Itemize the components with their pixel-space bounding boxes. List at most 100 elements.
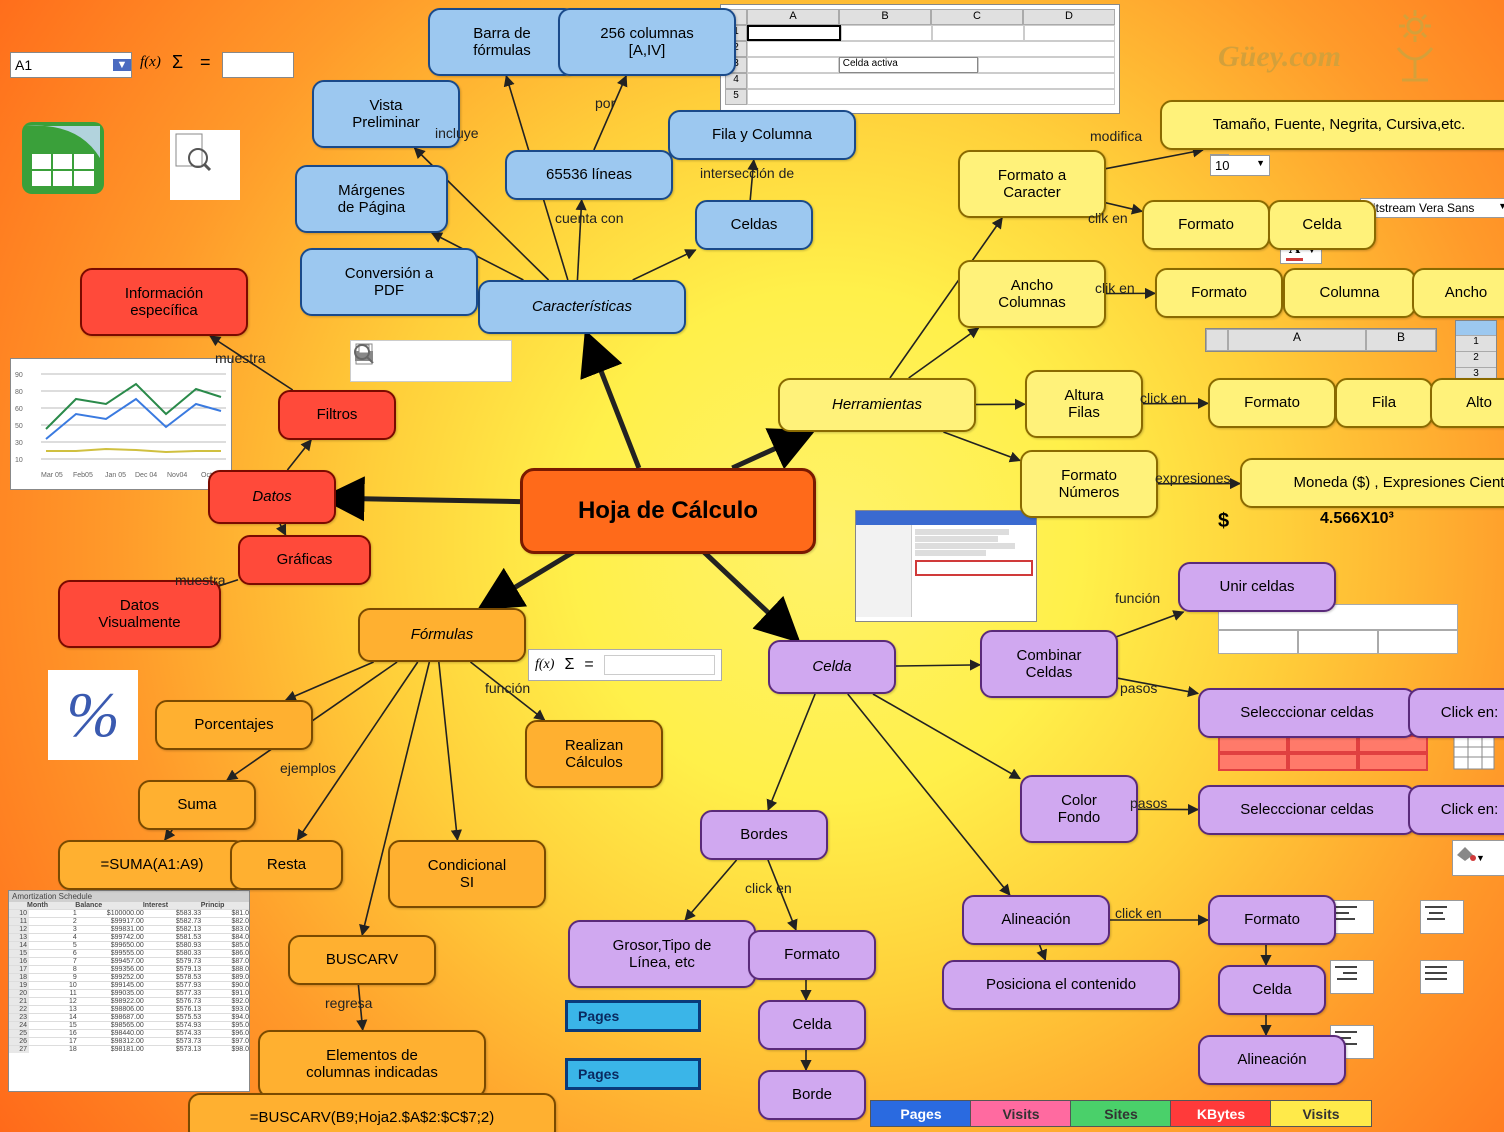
- dropdown-icon: ▼: [113, 59, 131, 71]
- node-suma_f: =SUMA(A1:A9): [58, 840, 246, 890]
- node-alin_p: Alineación: [1198, 1035, 1346, 1085]
- svg-text:PDF: PDF: [359, 356, 371, 362]
- edge-label: cuenta con: [555, 210, 624, 226]
- node-suma: Suma: [138, 780, 256, 830]
- red-table-deco: [1218, 735, 1428, 775]
- ab-cols-deco: A B: [1205, 328, 1437, 352]
- font-ui: N C S 10▼: [1210, 150, 1500, 180]
- node-fila_columna: Fila y Columna: [668, 110, 856, 160]
- pages-button-1[interactable]: Pages: [565, 1000, 701, 1032]
- edge-label: clik en: [1095, 280, 1135, 296]
- cellref-value: A1: [11, 57, 113, 73]
- formula-bar-mid: f(x) Σ =: [528, 649, 722, 681]
- node-alto_y: Alto: [1430, 378, 1504, 428]
- pages-button-2[interactable]: Pages: [565, 1058, 701, 1090]
- node-caracteristicas: Características: [478, 280, 686, 334]
- cellref-dropdown[interactable]: A1 ▼: [10, 52, 132, 78]
- node-barra_formulas: Barra defórmulas: [428, 8, 576, 76]
- node-combinar: CombinarCeldas: [980, 630, 1118, 698]
- preview-icon: [170, 130, 240, 200]
- align-left-icon[interactable]: [1330, 900, 1374, 934]
- node-click1: Click en:: [1408, 688, 1504, 738]
- align-justify-icon[interactable]: [1420, 960, 1464, 994]
- node-margenes: Márgenesde Página: [295, 165, 448, 233]
- svg-text:50: 50: [15, 423, 23, 430]
- node-altura_filas: AlturaFilas: [1025, 370, 1143, 438]
- node-center: Hoja de Cálculo: [520, 468, 816, 554]
- node-cond_si: CondicionalSI: [388, 840, 546, 908]
- node-fila_y: Fila: [1335, 378, 1433, 428]
- align-center-icon[interactable]: [1420, 900, 1464, 934]
- chart-deco: 908060503010 Mar 05Feb05Jan 05Dec 04Nov0…: [10, 358, 232, 490]
- node-celda_y1: Celda: [1268, 200, 1376, 250]
- edge-label: click en: [1140, 390, 1187, 406]
- node-celda_p1: Celda: [1218, 965, 1326, 1015]
- node-conv_pdf: Conversión aPDF: [300, 248, 478, 316]
- percent-icon: %: [48, 670, 138, 760]
- node-ancho_cols: AnchoColumnas: [958, 260, 1106, 328]
- node-formato_num: FormatoNúmeros: [1020, 450, 1158, 518]
- font-select[interactable]: Bitstream Vera Sans▼: [1360, 198, 1504, 218]
- edge-label: por: [595, 95, 615, 111]
- node-elementos: Elementos decolumnas indicadas: [258, 1030, 486, 1098]
- node-porcentajes: Porcentajes: [155, 700, 313, 750]
- node-formato_car: Formato aCaracter: [958, 150, 1106, 218]
- tab-visits2[interactable]: Visits: [1270, 1100, 1372, 1127]
- svg-text:Feb05: Feb05: [73, 472, 93, 479]
- mindmap-canvas: Güey.com A1 ▼ f(x) Σ =: [0, 0, 1504, 1132]
- node-alineacion: Alineación: [962, 895, 1110, 945]
- node-celda_p2: Celda: [758, 1000, 866, 1050]
- svg-text:Nov04: Nov04: [167, 472, 187, 479]
- svg-text:Mar 05: Mar 05: [41, 472, 63, 479]
- formula-input-top[interactable]: [222, 52, 294, 78]
- fx-label: f(x): [140, 54, 161, 71]
- svg-text:10: 10: [15, 457, 23, 464]
- brand-text: Güey.com: [1218, 40, 1341, 74]
- eq-label: =: [200, 52, 211, 73]
- node-celda: Celda: [768, 640, 896, 694]
- node-moneda: Moneda ($) , Expresiones Científicas: [1240, 458, 1504, 508]
- edge-label: función: [1115, 590, 1160, 606]
- node-filtros: Filtros: [278, 390, 396, 440]
- edge-label: función: [485, 680, 530, 696]
- tab-kbytes[interactable]: KBytes: [1170, 1100, 1272, 1127]
- node-formato_p1: Formato: [1208, 895, 1336, 945]
- svg-text:90: 90: [15, 372, 23, 379]
- svg-text:80: 80: [15, 389, 23, 396]
- node-herramientas: Herramientas: [778, 378, 976, 432]
- edge-label: muestra: [175, 572, 226, 588]
- node-info_esp: Informaciónespecífica: [80, 268, 248, 336]
- edge-label: regresa: [325, 995, 372, 1011]
- tab-sites[interactable]: Sites: [1070, 1100, 1172, 1127]
- table-icon: [1452, 735, 1496, 771]
- node-celdas_blue: Celdas: [695, 200, 813, 250]
- align-right-icon[interactable]: [1330, 960, 1374, 994]
- tab-visits[interactable]: Visits: [970, 1100, 1072, 1127]
- node-buscarv_f: =BUSCARV(B9;Hoja2.$A$2:$C$7;2): [188, 1093, 556, 1132]
- node-buscarv: BUSCARV: [288, 935, 436, 985]
- node-sel1: Selecccionar celdas: [1198, 688, 1416, 738]
- node-columna_y: Columna: [1283, 268, 1416, 318]
- toolbar-icons: PDF: [350, 340, 512, 382]
- node-sel2: Selecccionar celdas: [1198, 785, 1416, 835]
- edge-label: expresiones: [1155, 470, 1231, 486]
- edge-label: ejemplos: [280, 760, 336, 776]
- tab-pages[interactable]: Pages: [870, 1100, 972, 1127]
- edge-label: intersección de: [700, 165, 794, 181]
- svg-text:60: 60: [15, 406, 23, 413]
- sci-label: 4.566X10³: [1320, 510, 1394, 528]
- node-realizan: RealizanCálculos: [525, 720, 663, 788]
- edge-label: muestra: [215, 350, 266, 366]
- dialog-deco: [855, 510, 1037, 622]
- node-borde_p: Borde: [758, 1070, 866, 1120]
- node-posiciona: Posiciona el contenido: [942, 960, 1180, 1010]
- fill-icon[interactable]: ▼: [1452, 840, 1504, 876]
- edge-label: pasos: [1130, 795, 1167, 811]
- svg-text:Jan 05: Jan 05: [105, 472, 126, 479]
- node-color_fondo: ColorFondo: [1020, 775, 1138, 843]
- node-graficas: Gráficas: [238, 535, 371, 585]
- node-formulas: Fórmulas: [358, 608, 526, 662]
- node-unir: Unir celdas: [1178, 562, 1336, 612]
- calc-icon: [18, 118, 108, 198]
- node-lineas65536: 65536 líneas: [505, 150, 673, 200]
